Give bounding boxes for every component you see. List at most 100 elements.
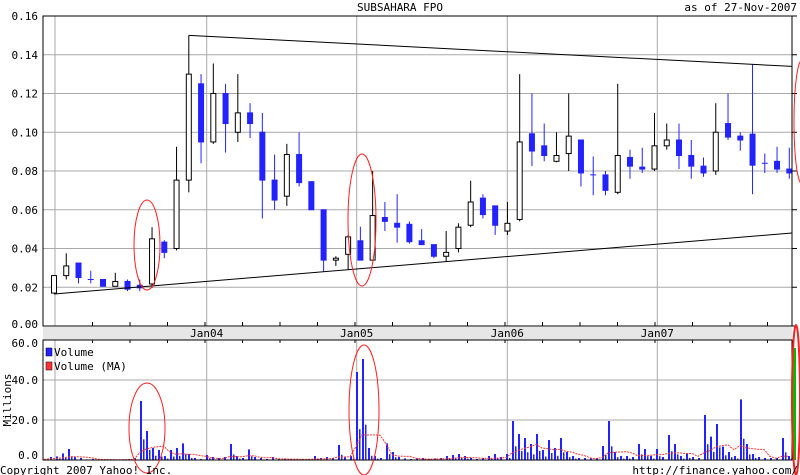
volume-bar [509,457,511,460]
volume-bar [359,429,361,460]
price-tick-label: 0.12 [12,88,39,101]
volume-bar [788,456,790,460]
volume-bar [368,448,370,460]
candle-body [63,265,70,277]
volume-bar [449,458,451,460]
x-axis-band [43,327,792,340]
volume-bar [602,446,604,460]
candle-body [271,179,278,201]
volume-bar [620,456,622,460]
volume-bar [182,443,184,460]
volume-bar [185,454,187,460]
candle-body [210,93,217,143]
annotation-ellipse [128,382,166,474]
candle-body [602,174,609,191]
volume-bar [755,457,757,460]
volume-bar [524,438,526,460]
volume-bar [527,452,529,460]
volume-bar [731,457,733,460]
volume-bar [716,424,718,460]
volume-bar [728,452,730,460]
source-url[interactable]: http://finance.yahoo.com/ [632,464,798,475]
volume-bar [641,454,643,460]
volume-bar [626,456,628,460]
volume-bar [572,456,574,460]
candle [663,123,670,150]
volume-bar [338,445,340,460]
volume-bar [596,458,598,460]
candle-body [381,217,388,222]
candle-body [418,240,425,246]
candle [688,140,695,179]
volume-bar [497,457,499,460]
candle [161,240,168,259]
annotation-ellipse [348,344,380,475]
candle [761,153,768,173]
volume-bar [566,452,568,460]
candle [590,156,597,196]
volume-bar [548,440,550,460]
volume-bar [389,454,391,460]
volume-bar [584,458,586,460]
volume-bar [356,372,358,460]
volume-bar [80,458,82,460]
candle [51,275,57,294]
price-tick-label: 0.00 [12,318,39,331]
volume-tick-label: 60.0 [12,337,39,350]
trendlines [53,34,793,295]
volume-tick-label: 40.0 [12,374,39,387]
candle-body [443,251,450,257]
volume-tick-label: 20.0 [12,414,39,427]
x-tick-label: Jan07 [641,327,674,340]
candle-body [577,139,584,174]
candle-body [541,145,548,156]
volume-bar [530,444,532,460]
candle-body [565,135,572,155]
candle-body [639,166,646,170]
candle-body [247,112,254,125]
volume-bar [668,435,670,460]
candle [112,272,119,287]
volume-bar [692,457,694,460]
volume-bar [785,452,787,460]
volume-bar [683,458,685,460]
volume-bar [512,421,514,460]
price-tick-label: 0.14 [12,49,39,62]
volume-bar [149,449,151,460]
candle [492,205,499,235]
volume-bar [173,456,175,460]
volume-bar [704,415,706,460]
volume-bar [404,458,406,460]
volume-bar [371,455,373,460]
candle [271,154,278,210]
volume-bar [653,458,655,460]
volume-bar [560,438,562,460]
volume-bar [494,454,496,460]
candle [651,112,658,171]
candle-body [467,201,474,226]
volume-bar [377,458,379,460]
candle-body [553,155,560,162]
candle [676,123,683,170]
volume-bar [452,455,454,460]
legend-swatch-volume [45,347,53,357]
volume-bar [482,458,484,460]
candle [700,157,707,177]
candle [283,143,290,206]
volume-bar [176,448,178,460]
volume-bar [446,456,448,460]
candle [467,180,474,228]
candle [430,244,437,259]
candle-body [149,238,156,285]
candle [749,64,756,195]
volume-bar [533,454,535,460]
candle [639,147,646,173]
volume-bar [158,450,160,460]
volume-bar [167,458,169,460]
candle [504,202,511,235]
y-axis: 0.00 0.02 0.04 0.06 0.08 0.10 0.12 0.14 0.16 0.0 2… [12,10,797,462]
volume-legend: Volume Volume (MA) [45,346,127,373]
price-tick-label: 0.08 [12,165,39,178]
annotation-ellipse [133,199,161,291]
volume-bar [764,458,766,460]
